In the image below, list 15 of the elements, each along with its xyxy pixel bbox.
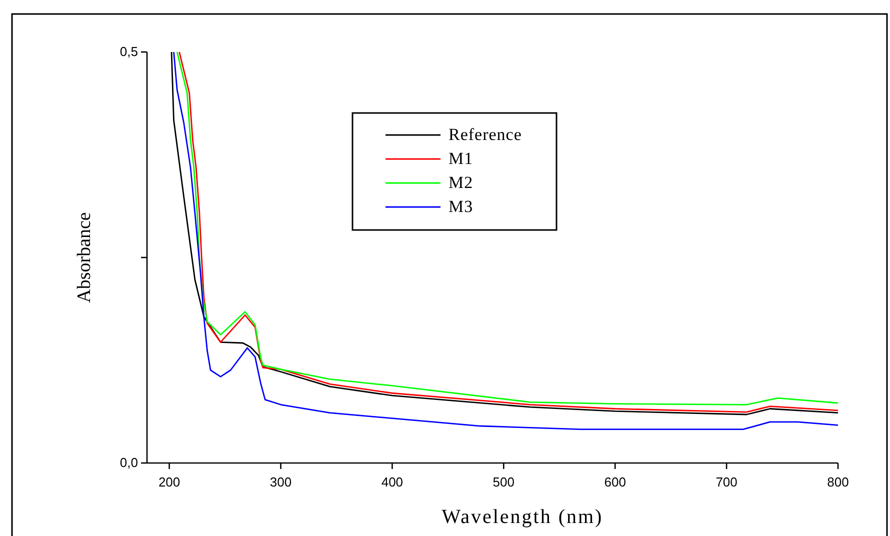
x-axis-title: Wavelength (nm)	[442, 506, 604, 528]
x-tick-label: 400	[381, 474, 404, 490]
x-tick-label: 800	[827, 474, 849, 490]
legend-label: M2	[448, 173, 474, 192]
legend-label: Reference	[448, 125, 522, 144]
y-tick-label: 0,5	[120, 44, 138, 60]
x-tick-label: 700	[716, 474, 738, 490]
x-tick-label: 500	[492, 474, 514, 490]
y-tick-label: 0,0	[120, 455, 138, 470]
y-axis-title: Absorbance	[74, 212, 95, 303]
legend-label: M3	[448, 197, 474, 216]
x-tick-label: 200	[158, 474, 180, 490]
x-tick-label: 600	[604, 474, 626, 490]
legend-label: M1	[448, 149, 474, 168]
x-tick-label: 300	[270, 474, 292, 490]
